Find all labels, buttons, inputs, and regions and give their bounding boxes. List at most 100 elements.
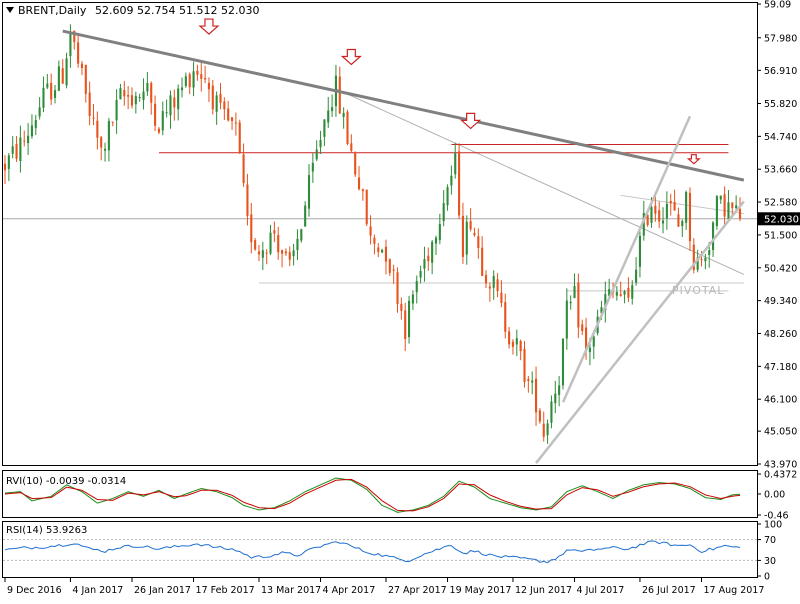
candle-body (200, 74, 203, 79)
symbol-label: BRENT,Daily (18, 4, 87, 17)
candle-body (288, 252, 291, 260)
candle-body (681, 221, 684, 227)
rsi-y-tick-label: 100 (764, 520, 782, 531)
candle-body (257, 251, 261, 255)
candle-body (92, 117, 95, 119)
candle-body (546, 423, 549, 436)
y-tick-label: 53.660 (764, 165, 797, 176)
candle-body (354, 152, 357, 175)
candle-body (692, 244, 695, 270)
candle-body (15, 144, 18, 159)
channel-lower-line (535, 200, 745, 464)
candle-body (515, 338, 518, 345)
candle-body (631, 285, 634, 299)
candle-body (277, 234, 280, 253)
candle-body (188, 74, 191, 88)
candle-body (542, 423, 545, 437)
candle-body (123, 90, 126, 97)
candle-body (381, 249, 384, 253)
candle-body (635, 269, 638, 283)
candle-body (254, 240, 257, 250)
candle-body (323, 119, 326, 137)
symbol-menu-triangle-icon[interactable] (6, 7, 14, 13)
ohlc-values: 52.609 52.754 51.512 52.030 (95, 4, 259, 17)
candle-body (115, 100, 118, 121)
candle-body (496, 279, 499, 292)
rvi-y-tick-label: 0.4372 (764, 470, 797, 481)
candle-body (88, 92, 91, 116)
down-arrow-icon (340, 48, 362, 66)
candle-body (685, 191, 688, 223)
candle-body (411, 294, 414, 304)
candle-body (604, 294, 607, 310)
x-tick-label: 19 May 2017 (450, 585, 512, 596)
candle-body (315, 149, 318, 160)
candle-body (361, 189, 364, 192)
candle-body (30, 125, 33, 137)
candle-body (615, 292, 618, 296)
rsi-y-tick-label: 0 (764, 572, 770, 583)
rvi-header: RVI(10) -0.0039 -0.0314 (6, 476, 126, 487)
candle-body (177, 88, 180, 110)
candle-body (661, 220, 665, 224)
candle-body (100, 137, 103, 148)
x-tick-label: 4 Jan 2017 (72, 585, 123, 596)
candle-body (442, 203, 445, 222)
candle-body (311, 163, 314, 172)
candle-body (700, 259, 703, 261)
candle-body (534, 378, 538, 413)
candle-body (19, 137, 22, 161)
y-tick-label: 54.740 (764, 132, 797, 143)
candle-body (84, 64, 87, 94)
candle-body (492, 276, 495, 288)
x-tick-label: 26 Jan 2017 (134, 585, 191, 596)
y-tick-label: 52.580 (764, 198, 797, 209)
candle-body (196, 70, 199, 75)
candle-body (246, 184, 249, 216)
candle-body (715, 196, 718, 227)
y-tick-label: 48.260 (764, 329, 797, 340)
candle-body (673, 201, 676, 211)
candle-body (638, 235, 642, 267)
candle-body (577, 282, 580, 328)
candle-body (727, 202, 730, 220)
candle-body (42, 87, 45, 108)
candle-body (23, 140, 26, 142)
candle-body (477, 236, 480, 248)
candle-body (723, 194, 726, 217)
candle-body (234, 122, 237, 124)
candle-body (423, 259, 426, 269)
candle-body (712, 222, 715, 250)
candle-body (558, 385, 561, 395)
candle-body (454, 153, 457, 175)
candle-body (161, 111, 164, 131)
rsi-line (4, 540, 741, 564)
candle-body (527, 378, 530, 381)
candle-body (446, 187, 449, 206)
candle-body (531, 380, 534, 383)
candle-body (292, 250, 295, 257)
main-panel-frame (2, 2, 758, 466)
candle-body (731, 202, 734, 209)
rvi-y-tick-label: -0.46 (764, 511, 789, 522)
candle-body (7, 155, 10, 169)
candle-body (627, 287, 630, 298)
candle-body (281, 250, 284, 254)
candle-body (719, 195, 722, 200)
y-tick-label: 59.09 (764, 0, 791, 11)
candle-body (230, 117, 234, 121)
candle-body (738, 208, 742, 219)
candle-body (581, 324, 584, 332)
candle-body (431, 241, 434, 263)
candle-body (704, 257, 707, 262)
candle-body (569, 301, 572, 304)
candle-body (211, 85, 214, 110)
candle-body (373, 237, 376, 244)
candle-body (688, 192, 692, 242)
candle-body (50, 82, 53, 100)
x-tick-label: 4 Jul 2017 (577, 585, 625, 596)
candle-body (384, 246, 388, 262)
candle-body (134, 96, 137, 105)
candle-body (327, 110, 330, 123)
